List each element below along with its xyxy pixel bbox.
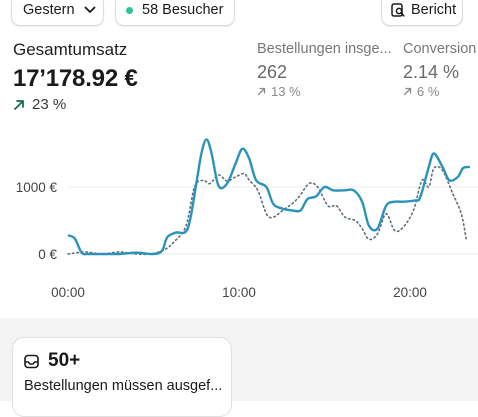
conversion-change: 6 % xyxy=(403,84,478,99)
chevron-down-icon xyxy=(84,6,96,14)
x-tick-label-2000: 20:00 xyxy=(393,285,427,300)
total-sales-change-value: 23 % xyxy=(32,96,67,113)
unfulfilled-orders-card[interactable]: 50+ Bestellungen müssen ausgef... xyxy=(12,337,232,417)
report-button[interactable]: Bericht xyxy=(381,0,463,26)
arrow-up-right-icon xyxy=(403,87,412,96)
unfulfilled-orders-count: 50+ xyxy=(48,350,81,371)
orders-value: 262 xyxy=(257,62,288,82)
orders-metric[interactable]: Bestellungen insge... 262 13 % xyxy=(257,40,395,99)
total-sales-change: 23 % xyxy=(13,96,138,113)
date-range-label: Gestern xyxy=(23,2,75,18)
inbox-icon xyxy=(24,354,39,369)
live-dot-icon xyxy=(126,6,133,14)
orders-label: Bestellungen insge... xyxy=(257,41,392,57)
conversion-label: Conversion xyxy=(403,41,477,57)
y-tick-label-1000: 1000 € xyxy=(16,180,58,195)
y-tick-label-0: 0 € xyxy=(38,247,57,262)
total-sales-value: 17’178.92 € xyxy=(13,65,138,92)
report-label: Bericht xyxy=(411,2,457,18)
conversion-metric[interactable]: Conversion 2.14 % 6 % xyxy=(403,40,478,99)
arrow-up-right-icon xyxy=(257,87,266,96)
x-tick-label-1000: 10:00 xyxy=(222,285,256,300)
sales-chart[interactable]: 1000 € 0 € 00:00 10:00 20:00 xyxy=(0,130,478,315)
toolbar: Gestern 58 Besucher Bericht xyxy=(0,0,478,30)
orders-change-value: 13 % xyxy=(271,84,301,99)
tasks-area: 50+ Bestellungen müssen ausgef... xyxy=(0,318,478,417)
arrow-up-right-icon xyxy=(13,99,25,111)
live-visitors-button[interactable]: 58 Besucher xyxy=(115,0,235,26)
x-tick-label-0000: 00:00 xyxy=(51,285,85,300)
comparison-series-line xyxy=(67,165,468,256)
report-search-icon xyxy=(391,3,405,17)
conversion-value: 2.14 % xyxy=(403,62,460,82)
total-sales-metric[interactable]: Gesamtumsatz 17’178.92 € 23 % xyxy=(13,40,138,113)
total-sales-label: Gesamtumsatz xyxy=(13,40,128,59)
date-range-button[interactable]: Gestern xyxy=(11,0,104,26)
orders-change: 13 % xyxy=(257,84,395,99)
conversion-change-value: 6 % xyxy=(417,84,440,99)
sales-series-line xyxy=(67,138,471,256)
visitors-label: 58 Besucher xyxy=(142,2,224,18)
unfulfilled-orders-text: Bestellungen müssen ausgef... xyxy=(24,378,223,394)
